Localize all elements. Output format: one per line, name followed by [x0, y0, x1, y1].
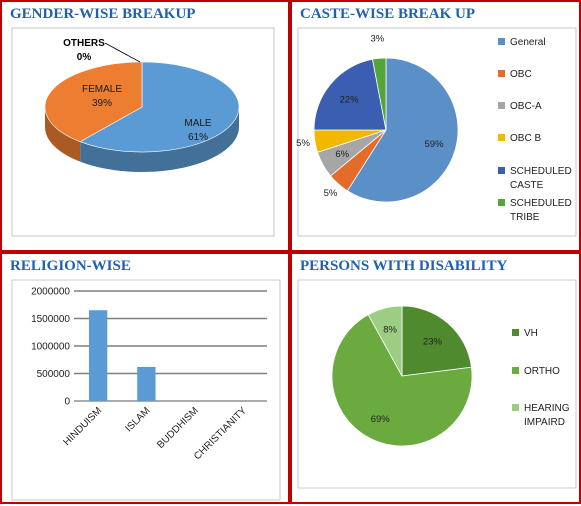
caste-slice-general: [346, 57, 459, 203]
gender-data-label-others: 0%: [77, 52, 92, 63]
gender-data-label-male: 61%: [188, 132, 208, 143]
disability-legend-swatch-hearing-impaird: [512, 404, 519, 411]
caste-legend-label-obc-a: OBC-A: [510, 101, 542, 112]
caste-slice-scheduled-tribe: [372, 57, 387, 131]
gender-label-others: OTHERS 0%: [63, 38, 105, 63]
caste-legend-swatch-obc: [498, 70, 505, 77]
religion-panel: RELIGION-WISE 0 500000 1000000 1500000 20000…: [0, 252, 290, 504]
caste-legend-swatch-obc-a: [498, 102, 505, 109]
gender-category-label-others: OTHERS: [63, 38, 105, 49]
disability-slice-vh: [401, 305, 472, 377]
gender-category-label-female: FEMALE: [82, 84, 122, 95]
caste-legend-swatch-obc-b: [498, 134, 505, 141]
religion-bar-islam: [137, 366, 156, 401]
caste-legend-label-obc-b: OBC B: [510, 133, 541, 144]
caste-legend-label-general: General: [510, 37, 546, 48]
religion-panel-title: RELIGION-WISE: [10, 258, 131, 274]
caste-legend-label-obc: OBC: [510, 69, 532, 80]
disability-data-label-vh: 23%: [423, 336, 443, 347]
disability-slice-ortho: [331, 314, 473, 447]
disability-slice-hearing-impaird: [367, 305, 403, 377]
gender-pie-chart: MALE 61% FEMALE 39% OTHERS 0%: [11, 27, 275, 237]
gender-slice-side-male: [80, 107, 239, 172]
religion-ytick-500000: 500000: [37, 369, 71, 380]
caste-legend-swatch-scheduled-caste: [498, 167, 505, 174]
disability-panel: PERSONS WITH DISABILITY 23% 69% 8% VH ORTHO H…: [290, 252, 581, 504]
disability-legend-swatch-vh: [512, 329, 519, 336]
religion-bar-hinduism: [88, 310, 108, 401]
disability-legend-label-hearing-impaird: HEARING IMPAIRD: [524, 403, 570, 428]
caste-data-label-scheduled-caste: 22%: [340, 94, 360, 105]
caste-pie-chart: 59% 5% 6% 5% 22% 3% General OBC OBC-A OBC B SCHEDU…: [296, 27, 577, 237]
religion-ytick-1000000: 1000000: [31, 342, 70, 353]
gender-panel: GENDER-WISE BREAKUP MALE 61% FEMALE 39% OTHE…: [0, 0, 290, 252]
gender-leader-line: [104, 42, 141, 63]
religion-ytick-0: 0: [64, 397, 70, 408]
disability-data-label-hearing-impaird: 8%: [383, 325, 397, 336]
caste-data-label-obc: 5%: [324, 188, 338, 199]
disability-data-label-ortho: 69%: [371, 414, 391, 425]
caste-legend-label-scheduled-tribe: SCHEDULED TRIBE: [510, 198, 572, 223]
caste-data-label-obc-b: 5%: [296, 138, 310, 149]
caste-legend-swatch-scheduled-tribe: [498, 199, 505, 206]
gender-slice-side-female: [45, 107, 81, 162]
gender-slice-female: [44, 61, 143, 143]
disability-panel-title: PERSONS WITH DISABILITY: [300, 258, 508, 274]
gender-slice-male: [79, 61, 240, 153]
caste-data-label-obc-a: 6%: [335, 149, 349, 160]
caste-slice-scheduled-caste: [313, 58, 387, 131]
disability-legend-label-vh: VH: [524, 328, 538, 339]
religion-ytick-2000000: 2000000: [31, 287, 70, 298]
gender-data-label-female: 39%: [92, 98, 112, 109]
caste-data-label-scheduled-tribe: 3%: [370, 33, 384, 44]
caste-legend-swatch-general: [498, 38, 505, 45]
caste-legend-label-scheduled-caste: SCHEDULED CASTE: [510, 166, 572, 191]
caste-panel: CASTE-WISE BREAK UP 59% 5% 6% 5% 22% 3% Genera…: [290, 0, 581, 252]
disability-pie-chart: 23% 69% 8% VH ORTHO HEARING IMPAIRD: [297, 279, 577, 489]
disability-legend-label-ortho: ORTHO: [524, 366, 560, 377]
disability-legend-swatch-ortho: [512, 367, 519, 374]
religion-ytick-1500000: 1500000: [31, 314, 70, 325]
gender-panel-title: GENDER-WISE BREAKUP: [10, 6, 196, 22]
caste-panel-title: CASTE-WISE BREAK UP: [300, 6, 476, 22]
gender-category-label-male: MALE: [184, 118, 212, 129]
caste-data-label-general: 59%: [425, 139, 445, 150]
